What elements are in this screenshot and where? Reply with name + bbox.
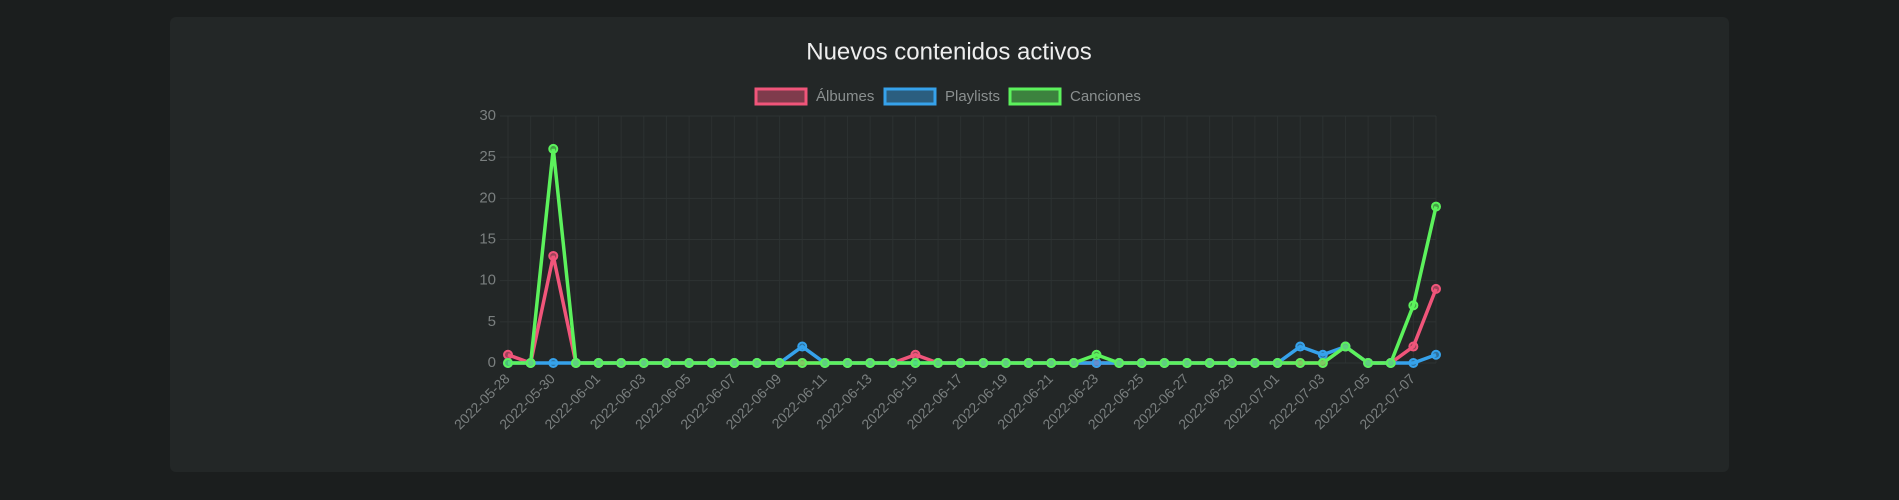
data-point [1091, 358, 1102, 368]
data-point [842, 358, 853, 368]
data-point [1023, 358, 1034, 368]
data-point [638, 358, 649, 368]
data-point [955, 358, 966, 368]
y-tick-label: 10 [479, 272, 496, 289]
data-point [1295, 341, 1306, 352]
y-tick-label: 0 [488, 354, 496, 371]
data-point [548, 358, 559, 368]
data-point [593, 358, 604, 368]
data-point [819, 358, 830, 368]
data-point [1408, 341, 1419, 352]
legend-swatch [754, 87, 808, 106]
data-point [706, 358, 717, 368]
legend-swatch [1008, 87, 1062, 106]
data-point [661, 358, 672, 368]
y-tick-label: 30 [479, 107, 496, 124]
data-point [1204, 358, 1215, 368]
data-point [1091, 349, 1102, 360]
legend-label: Canciones [1070, 88, 1141, 105]
data-point [1431, 349, 1441, 360]
data-point [1295, 358, 1306, 368]
data-point [1408, 300, 1419, 311]
data-point [570, 358, 581, 368]
data-point [887, 358, 898, 368]
legend-label: Álbumes [816, 88, 874, 105]
data-point [774, 358, 785, 368]
data-point [1136, 358, 1147, 368]
data-point [684, 358, 695, 368]
data-point [1385, 358, 1396, 368]
data-point [1159, 358, 1170, 368]
data-point [865, 358, 876, 368]
data-point [1408, 358, 1419, 368]
data-point [1182, 358, 1193, 368]
data-point [525, 358, 536, 368]
data-point [1272, 358, 1283, 368]
data-point [910, 349, 921, 360]
data-point [910, 358, 921, 368]
card [170, 17, 1729, 472]
chart-title: Nuevos contenidos activos [806, 38, 1092, 65]
data-point [1431, 201, 1441, 212]
legend-label: Playlists [945, 88, 1000, 105]
data-point [548, 143, 559, 154]
y-tick-label: 5 [488, 313, 496, 330]
data-point [1317, 358, 1328, 368]
data-point [933, 358, 944, 368]
data-point [616, 358, 627, 368]
data-point [729, 358, 740, 368]
data-point [1068, 358, 1079, 368]
data-point [751, 358, 762, 368]
data-point [503, 358, 513, 368]
data-point [797, 341, 808, 352]
y-tick-label: 20 [479, 189, 496, 206]
data-point [1000, 358, 1011, 368]
data-point [1363, 358, 1374, 368]
y-tick-label: 15 [479, 230, 496, 247]
data-point [1249, 358, 1260, 368]
data-point [1317, 349, 1328, 360]
data-point [503, 349, 513, 360]
data-point [548, 250, 559, 261]
data-point [1340, 341, 1351, 352]
data-point [978, 358, 989, 368]
data-point [1227, 358, 1238, 368]
data-point [797, 358, 808, 368]
data-point [1114, 358, 1125, 368]
y-tick-label: 25 [479, 148, 496, 165]
legend-swatch [883, 87, 937, 106]
data-point [1431, 283, 1441, 294]
data-point [1046, 358, 1057, 368]
